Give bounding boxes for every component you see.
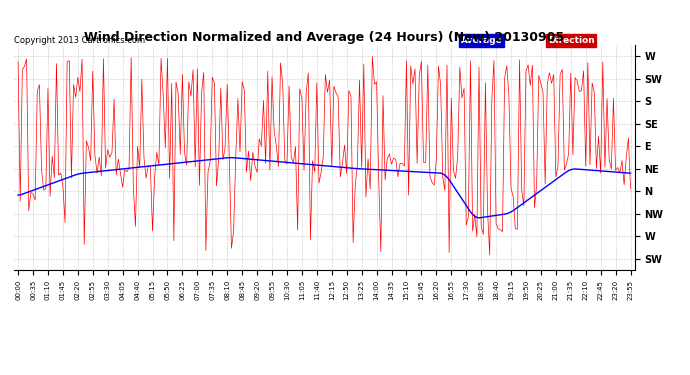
Text: Average: Average [461, 36, 503, 45]
Title: Wind Direction Normalized and Average (24 Hours) (New) 20130905: Wind Direction Normalized and Average (2… [84, 31, 564, 44]
Text: Direction: Direction [548, 36, 595, 45]
Text: Copyright 2013 Cartronics.com: Copyright 2013 Cartronics.com [14, 36, 145, 45]
